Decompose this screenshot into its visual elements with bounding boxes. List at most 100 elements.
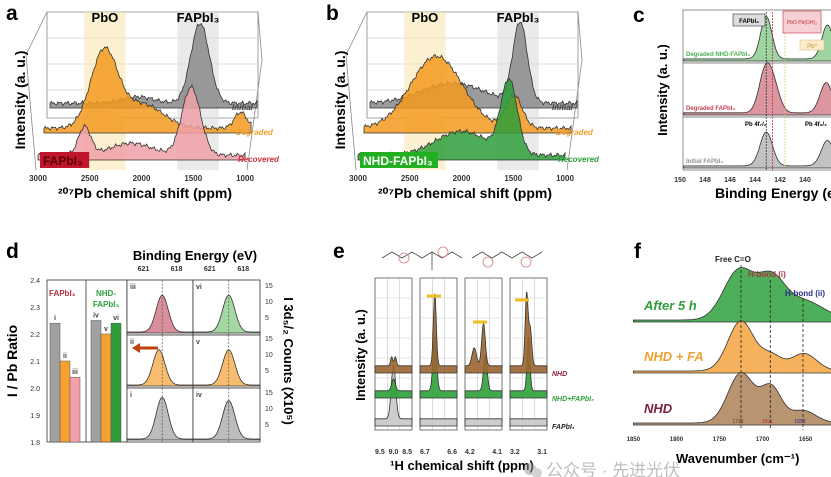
series-trace	[683, 62, 831, 116]
xps-peak	[126, 294, 194, 334]
wechat-icon-bubble	[532, 468, 542, 477]
sample-label: NHD-FAPbI₃	[363, 154, 433, 168]
xps-panel-label: ii	[130, 339, 134, 346]
right-tick-label: 10	[265, 406, 273, 413]
x-tick-label: 146	[724, 177, 736, 184]
x-tick-label: 3.2	[510, 449, 520, 456]
inset-x-axis-title: Binding Energy (eV)	[133, 248, 257, 263]
x-axis-title: ¹H chemical shift (ppm)	[390, 458, 534, 473]
sample-label-box	[40, 152, 90, 168]
panel-a: a PbO FAPbI₃ Initial Degraded Recovered FAPbI₃…	[6, 2, 280, 201]
panel-b: b PbO FAPbI₃ Initial Degraded Recovered NHD-FA…	[326, 2, 600, 201]
series-label: After 5 h	[643, 298, 697, 313]
right-tick-label: 15	[265, 283, 273, 290]
xps-peak	[192, 294, 261, 334]
xps-panel-label: v	[196, 339, 200, 346]
bar	[110, 322, 122, 443]
xps-panel-label: iii	[130, 284, 136, 291]
y-axis-title: Intensity (a. u.)	[12, 51, 28, 150]
series-label: Degraded	[236, 128, 274, 137]
panel-letter: c	[633, 4, 645, 27]
series-trace	[509, 291, 548, 374]
highlight-circle-icon	[437, 246, 449, 258]
series-trace	[632, 372, 831, 426]
series-label: FAPbI₃	[552, 424, 575, 431]
panel-letter: a	[6, 2, 18, 25]
x-axis-title: ²⁰⁷Pb chemical shift (ppm)	[58, 185, 232, 201]
x-axis-title: Binding Energy (eV)	[715, 185, 831, 201]
panel-letter: e	[333, 240, 345, 263]
marker-label: H-bond (i)	[748, 270, 786, 279]
series-label: Degraded FAPbI₃	[686, 106, 735, 112]
window-frame	[419, 277, 458, 431]
x-tick-label: 3000	[349, 174, 367, 183]
y-axis-title: Intensity (a. u.)	[332, 51, 348, 150]
series-trace	[419, 418, 458, 427]
x-tick-label: 2500	[401, 174, 419, 183]
x-tick-label: 1000	[236, 174, 254, 183]
series-degraded	[363, 54, 572, 134]
bar	[100, 333, 112, 443]
x-axis-title: Wavenumber (cm⁻¹)	[676, 451, 799, 466]
series-initial	[369, 21, 578, 109]
x-axis-title: ²⁰⁷Pb chemical shift (ppm)	[378, 185, 552, 201]
highlight-circle-icon	[520, 256, 532, 268]
bar	[59, 360, 71, 443]
plot-side-frame	[25, 11, 263, 171]
panel-letter: b	[326, 2, 339, 25]
bar-label: i	[54, 315, 56, 322]
xps-panel-label: i	[130, 392, 132, 399]
xps-peak	[126, 397, 194, 441]
series-trace	[419, 293, 458, 374]
series-trace	[632, 267, 831, 323]
inset-y-axis-title: I 3d₅/₂ Counts (X10⁵)	[281, 297, 296, 425]
y-tick-label: 2.0	[30, 386, 40, 393]
x-tick-label: 140	[799, 177, 811, 184]
band-label: PbO	[412, 10, 439, 25]
marker-box	[799, 39, 825, 51]
sample-label: FAPbI₃	[43, 154, 83, 168]
right-tick-label: 5	[265, 368, 269, 375]
watermark-text: 公众号 · 先进光伏	[546, 461, 680, 477]
y-tick-label: 2.2	[30, 332, 40, 339]
bar-label: iii	[72, 369, 78, 376]
y-axis-title: I / Pb Ratio	[4, 325, 20, 397]
x-tick-label: 150	[674, 177, 686, 184]
peak-label: Pb 4f₅/₂	[805, 122, 827, 128]
y-tick-label: 2.4	[30, 278, 40, 285]
marker-label: Free C=O	[715, 255, 751, 264]
bar	[49, 322, 61, 443]
x-tick-label: 144	[749, 177, 761, 184]
x-tick-label: 148	[699, 177, 711, 184]
right-tick-label: 10	[265, 352, 273, 359]
y-tick-label: 1.9	[30, 413, 40, 420]
molecule-structure-2	[471, 251, 543, 259]
marker-value: 1691	[762, 419, 773, 425]
bar-label: v	[104, 326, 108, 333]
series-label: Degraded NHD-FAPbI₃	[686, 52, 750, 58]
right-tick-label: 15	[265, 390, 273, 397]
series-trace	[464, 418, 503, 427]
x-tick-label: 1500	[504, 174, 522, 183]
series-trace	[464, 323, 503, 374]
panel-e: e 9.5 9.0 8.5 6.7 6.6 4.2 4.1 3.2 3.1 NHD NHD+FAPbI…	[333, 240, 594, 473]
y-tick-label: 2.1	[30, 359, 40, 366]
highlight-circle-icon	[482, 256, 494, 268]
x-tick-label: 9.5	[375, 449, 385, 456]
right-tick-label: 5	[265, 422, 269, 429]
x-tick-label: 2500	[81, 174, 99, 183]
series-label: Degraded	[556, 128, 594, 137]
x-tick-label: 6.7	[420, 449, 430, 456]
series-initial	[49, 23, 258, 109]
x-tick-label: 1000	[556, 174, 574, 183]
x-tick-label: 6.6	[447, 449, 457, 456]
bar	[90, 320, 102, 443]
series-label: NHD	[644, 401, 673, 416]
x-tick-label: 4.2	[465, 449, 475, 456]
arrow-head-icon	[132, 343, 140, 353]
top-tick-label: 618	[171, 266, 183, 273]
series-trace	[419, 335, 458, 399]
series-label: NHD+FAPbI₃	[552, 396, 594, 403]
molecule-structure-1	[381, 251, 463, 270]
y-tick-label: 1.8	[30, 440, 40, 447]
